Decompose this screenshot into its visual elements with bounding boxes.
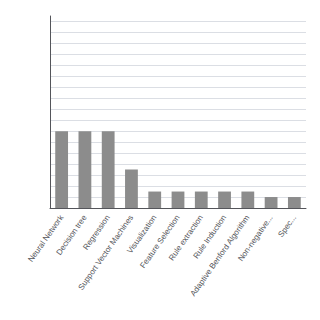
svg-text:Support Vector Machines: Support Vector Machines xyxy=(76,213,135,291)
svg-text:Neural Network: Neural Network xyxy=(26,213,66,264)
svg-text:Rule Induction: Rule Induction xyxy=(191,213,229,261)
svg-text:Visualization: Visualization xyxy=(125,213,159,256)
svg-text:Non-negative...: Non-negative... xyxy=(236,213,275,263)
svg-text:Rule extraction: Rule extraction xyxy=(167,213,205,263)
svg-text:Spec...: Spec... xyxy=(276,213,298,239)
svg-text:Adaptive Benford Algorithm: Adaptive Benford Algorithm xyxy=(188,213,252,298)
svg-text:Decision tree: Decision tree xyxy=(54,213,88,257)
svg-text:Regression: Regression xyxy=(81,213,112,252)
svg-text:Feature Selection: Feature Selection xyxy=(138,213,181,270)
